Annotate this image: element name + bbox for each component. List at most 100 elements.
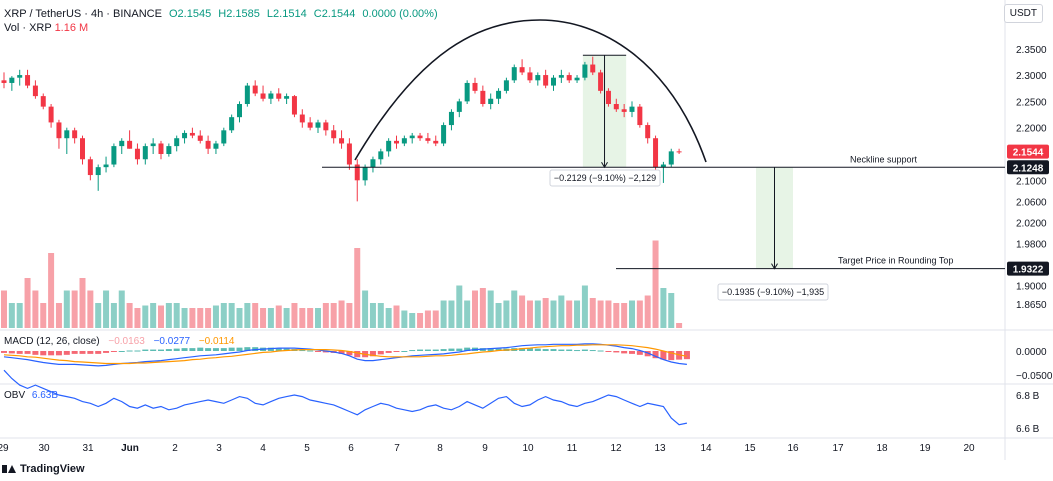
volume-bar [511,290,518,328]
obv-line [3,369,688,426]
candle-body [653,138,659,168]
candle-body [182,132,188,139]
volume-bar [79,278,86,328]
macd-hist-bar [173,348,180,351]
candle-body [370,159,376,168]
candle-body [582,64,588,78]
volume-bar [393,305,400,328]
candle-body [189,132,195,136]
macd-hist-bar [409,350,416,352]
candle-body [64,130,70,139]
candle-body [276,93,282,99]
volume-bar [173,303,180,328]
close-value: C2.1544 [313,8,356,20]
macd-hist-bar [644,351,651,357]
macd-hist-bar [197,347,204,351]
volume-value: 1.16 M [54,22,89,34]
volume-label[interactable]: Vol · XRP [4,22,52,34]
candle-body [629,106,635,112]
low-value: L2.1514 [266,8,307,20]
macd-hist-bar [205,348,212,351]
volume-bar [150,303,157,328]
time-axis-label: 13 [654,443,666,454]
macd-hist-bar [24,351,31,354]
macd-axis-label: 0.0000 [1016,347,1047,358]
candle-body [409,135,415,139]
macd-hist-bar [212,348,219,351]
volume-bar [118,290,125,328]
macd-header: MACD (12, 26, close) −0.0163 −0.0277 −0.… [4,336,235,347]
currency-button[interactable]: USDT [1003,4,1043,23]
volume-bar [322,303,329,328]
price-axis-label: 2.3500 [1016,45,1047,56]
volume-bar [566,300,573,328]
macd-label[interactable]: MACD (12, 26, close) [4,336,100,347]
volume-bar [440,300,447,328]
volume-bar [542,298,549,328]
macd-hist-bar [526,348,533,351]
current-price-tag: 2.1544 [1013,148,1044,159]
time-axis-label: 9 [482,443,488,454]
macd-hist-bar [244,347,251,351]
candle-body [197,135,203,141]
macd-hist-bar [613,351,620,353]
volume-bar [299,308,306,328]
volume-bar [260,308,267,328]
obv-value: 6.63B [31,390,59,401]
macd-hist-bar [165,349,172,351]
volume-header: Vol · XRP 1.16 M [4,22,88,34]
obv-label[interactable]: OBV [4,390,26,401]
volume-bar [550,300,557,328]
candle-body [354,164,360,181]
time-axis-label: 20 [963,443,975,454]
price-axis-label: 2.0200 [1016,218,1047,229]
time-axis-label: 14 [700,443,712,454]
macd-hist-bar [118,351,125,352]
symbol-title[interactable]: XRP / TetherUS · 4h · BINANCE [4,8,162,20]
candle-body [574,77,580,81]
macd-hist-bar [558,349,565,351]
volume-bar [16,303,23,328]
time-axis-label: 10 [522,443,534,454]
candle-body [645,125,651,139]
volume-bar [377,303,384,328]
time-axis-label: 15 [744,443,756,454]
volume-bar [503,300,510,328]
current-price-tag-bg [1007,144,1049,159]
candle-body [378,151,384,160]
candle-body [660,164,666,168]
price-axis-label: 2.0600 [1016,197,1047,208]
macd-hist-bar [1,351,7,353]
volume-bar [330,303,337,328]
candle-body [252,85,258,94]
macd-hist-bar [95,351,102,354]
macd-hist-bar [48,351,55,356]
volume-bar [181,308,188,328]
time-axis-label: 31 [82,443,94,454]
macd-hist-bar [542,349,549,351]
target-price-tag: 1.9322 [1013,265,1044,276]
candle-body [425,138,431,141]
volume-bar [63,290,70,328]
volume-bar [668,293,675,328]
candle-body [205,140,211,149]
candle-body [598,72,604,91]
candle-body [103,164,109,168]
macd-hist-bar [236,347,243,351]
time-axis-label: 16 [787,443,799,454]
candle-body [331,130,337,139]
candle-body [237,104,242,118]
candle-body [80,138,85,160]
volume-bar [605,300,612,328]
candle-body [676,151,682,153]
time-axis-label: 18 [876,443,888,454]
volume-bar [519,295,526,328]
macd-hist-bar [652,351,659,359]
volume-bar [464,300,471,328]
tradingview-logo[interactable]: TradingView [2,463,85,475]
candle-body [456,101,462,112]
macd-hist-bar [103,351,110,353]
candle-body [346,143,352,165]
signal-line [3,344,688,365]
